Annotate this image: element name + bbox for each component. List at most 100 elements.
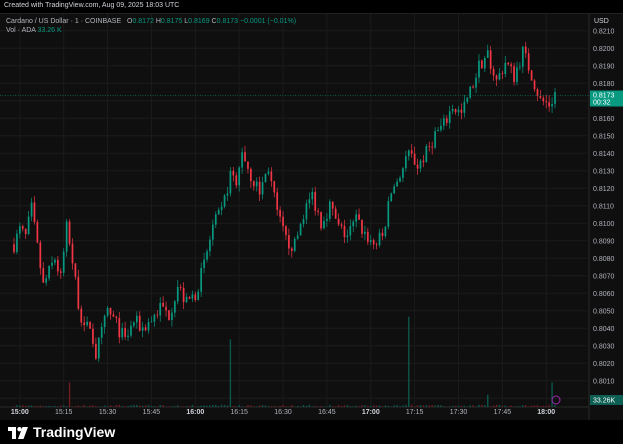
candle-body [451, 109, 454, 112]
candle-body [159, 302, 162, 316]
replay-marker-icon[interactable] [551, 395, 561, 405]
currency-label[interactable]: USD [594, 18, 609, 25]
volume-bar [393, 405, 395, 407]
volume-bar [352, 406, 354, 407]
volume-bar [332, 406, 334, 407]
candle-body [214, 214, 217, 225]
time-axis-label: 16:45 [318, 409, 336, 416]
time-axis-label: 18:00 [537, 409, 555, 416]
time-axis-label: 17:45 [494, 409, 512, 416]
candle-body [97, 337, 100, 359]
volume-bar [288, 406, 290, 407]
candle-body [144, 327, 147, 331]
tradingview-logo-icon [8, 427, 28, 439]
candle-body [548, 102, 551, 107]
candle-body [492, 68, 495, 76]
volume-bar [399, 406, 401, 407]
volume-bar [127, 405, 129, 407]
price-axis-label: 0.8090 [593, 238, 615, 245]
volume-bar [478, 404, 480, 407]
volume-bar [370, 405, 372, 407]
candle-body [176, 286, 179, 302]
candle-body [551, 103, 553, 107]
volume-bar [188, 406, 191, 407]
price-axis-label: 0.8100 [593, 221, 615, 228]
volume-bar [296, 405, 299, 407]
candle-body [162, 302, 164, 307]
candle-body [454, 109, 457, 113]
candle-body [150, 321, 153, 323]
candle-body [542, 97, 545, 102]
candle-body [539, 96, 542, 98]
candle-body [290, 248, 293, 251]
candle-body [24, 228, 27, 235]
volume-badge[interactable] [590, 395, 623, 405]
volume-bar [431, 405, 433, 407]
candle-body [516, 67, 518, 83]
candle-body [437, 130, 439, 132]
volume-bar [168, 406, 170, 407]
volume-bar [182, 406, 185, 407]
candle-body [375, 244, 378, 246]
volume-legend: Vol · ADA 33.26 K [6, 27, 62, 34]
volume-bar [311, 406, 313, 407]
candle-body [13, 244, 15, 253]
candle-body [331, 201, 334, 209]
volume-bar [191, 404, 194, 407]
candle-body [270, 171, 273, 182]
volume-bar [337, 405, 340, 407]
candle-body [83, 322, 86, 326]
candle-body [171, 312, 173, 320]
volume-bar [349, 406, 351, 407]
volume-bar [533, 405, 536, 407]
volume-bar [554, 404, 556, 407]
volume-bar [63, 405, 65, 407]
price-axis-label: 0.8050 [593, 308, 615, 315]
candle-body [133, 322, 135, 326]
countdown-label: 00:32 [593, 100, 611, 107]
volume-bar [218, 405, 220, 407]
candle-body [390, 193, 393, 202]
created-with-caption: Created with TradingView.com, Aug 09, 20… [4, 2, 180, 9]
candle-body [317, 210, 319, 213]
chart-pane[interactable]: 0.82100.82000.81900.81800.81700.81600.81… [0, 13, 623, 421]
candle-body [217, 209, 220, 215]
volume-bar [375, 405, 378, 407]
volume-bar [519, 406, 521, 407]
candle-body [57, 259, 59, 272]
volume-bar [381, 406, 384, 407]
volume-bar [141, 405, 144, 407]
candlestick-series [13, 41, 556, 363]
volume-label[interactable]: Vol · ADA [6, 27, 36, 34]
candle-body [232, 170, 235, 176]
chart-canvas[interactable]: 0.82100.82000.81900.81800.81700.81600.81… [0, 14, 623, 420]
volume-bar [346, 405, 349, 407]
volume-bar [460, 405, 463, 407]
volume-bar [226, 405, 229, 407]
candle-body [206, 251, 208, 260]
candle-body [302, 219, 305, 225]
candle-body [314, 191, 317, 211]
candle-body [135, 315, 138, 323]
volume-bar [472, 405, 474, 407]
volume-bar [413, 406, 416, 407]
volume-bar [305, 405, 308, 407]
volume-bar [358, 406, 360, 407]
volume-bar [24, 405, 27, 407]
volume-bar [507, 406, 509, 407]
candle-body [121, 328, 124, 338]
volume-bar [457, 405, 460, 407]
price-axis-label: 0.8110 [593, 203, 614, 210]
candle-body [364, 231, 366, 234]
change-value: −0.0001 (−0.01%) [239, 18, 297, 25]
volume-bar [22, 405, 24, 407]
symbol-title[interactable]: Cardano / US Dollar · 1 · COINBASE [6, 18, 122, 25]
volume-bar [229, 339, 232, 407]
volume-bar [329, 404, 331, 407]
candle-body [173, 301, 176, 313]
volume-bar [504, 405, 506, 407]
candle-body [510, 64, 512, 67]
volume-bar [153, 406, 156, 407]
last-price-badge[interactable] [590, 90, 623, 107]
candle-body [288, 235, 290, 249]
